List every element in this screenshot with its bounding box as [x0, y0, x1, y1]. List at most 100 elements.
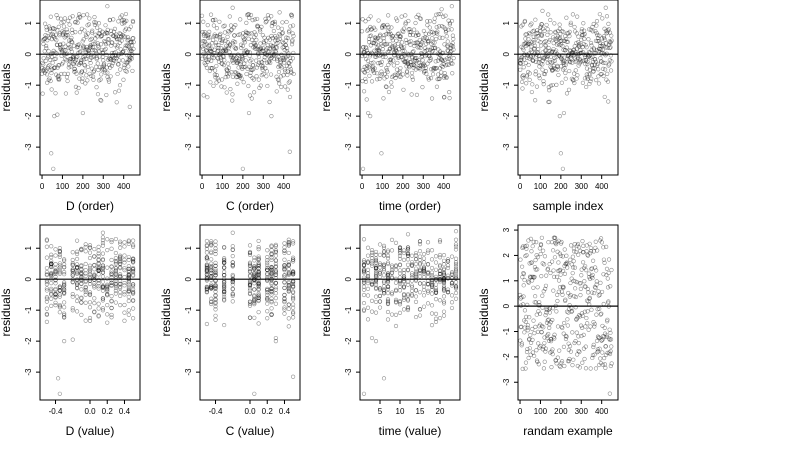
data-point: [252, 281, 257, 286]
data-point: [59, 62, 65, 67]
data-point: [57, 304, 62, 309]
data-point: [365, 58, 371, 63]
data-point: [213, 246, 218, 251]
data-point: [417, 65, 422, 70]
data-point: [581, 21, 586, 26]
data-point: [89, 36, 94, 41]
data-point: [49, 259, 54, 264]
data-point: [246, 64, 252, 69]
data-point: [397, 34, 402, 39]
data-point: [111, 58, 116, 63]
data-point: [579, 273, 584, 278]
data-point: [224, 67, 229, 72]
data-point: [212, 32, 217, 37]
data-point: [546, 99, 551, 105]
data-point: [96, 268, 101, 273]
data-point: [104, 31, 110, 36]
data-point: [126, 239, 131, 244]
data-point: [606, 299, 611, 304]
data-point: [597, 40, 603, 45]
data-point: [56, 76, 61, 81]
data-point: [595, 334, 601, 339]
data-point: [118, 67, 123, 72]
data-point: [72, 59, 77, 64]
data-point: [209, 257, 214, 262]
x-tick-label: 100: [534, 182, 548, 191]
data-point: [75, 42, 80, 48]
data-point: [213, 313, 218, 318]
data-point: [44, 299, 50, 304]
data-point: [204, 289, 209, 294]
x-tick-label: 300: [257, 182, 271, 191]
data-point: [218, 31, 223, 36]
data-point: [587, 27, 592, 32]
data-point: [62, 281, 67, 286]
data-point: [521, 294, 526, 299]
data-point: [53, 56, 58, 61]
data-point: [381, 249, 387, 254]
data-point: [84, 56, 89, 61]
data-point: [283, 69, 288, 74]
data-point: [118, 255, 123, 260]
data-point: [405, 268, 411, 273]
data-point: [96, 251, 101, 256]
plot-frame: [199, 0, 301, 176]
data-point: [79, 69, 85, 74]
data-point: [539, 235, 544, 240]
data-point: [556, 34, 561, 39]
data-point: [361, 300, 367, 306]
data-point: [60, 60, 66, 65]
data-point: [409, 62, 414, 68]
x-tick-label: 200: [76, 182, 90, 191]
data-point: [546, 307, 551, 312]
data-point: [129, 40, 134, 45]
y-tick-label: -2: [344, 112, 353, 120]
data-point: [608, 330, 613, 335]
data-point: [441, 272, 447, 277]
data-point: [291, 255, 296, 260]
data-point: [237, 57, 242, 62]
data-point: [49, 263, 54, 268]
data-point: [560, 60, 566, 65]
data-point: [61, 24, 66, 29]
data-point: [118, 47, 123, 52]
data-point: [222, 282, 227, 287]
y-tick-label: -3: [24, 368, 33, 376]
data-point: [369, 256, 375, 261]
data-point: [52, 26, 57, 32]
data-point: [558, 42, 564, 47]
data-point: [235, 81, 240, 86]
data-point: [393, 267, 399, 272]
data-point: [126, 312, 131, 317]
data-point: [405, 250, 411, 256]
data-point: [282, 57, 287, 62]
data-point: [96, 313, 101, 318]
data-point: [123, 45, 128, 51]
data-point: [282, 257, 287, 262]
data-point: [204, 268, 209, 273]
data-point: [232, 33, 237, 38]
data-point: [413, 272, 419, 277]
data-point: [599, 59, 604, 64]
data-point: [550, 347, 555, 352]
data-point: [422, 35, 428, 40]
data-point: [273, 49, 278, 54]
data-point: [369, 252, 375, 258]
data-point: [543, 43, 548, 49]
data-point: [580, 250, 586, 255]
data-point: [441, 288, 447, 293]
data-point: [409, 262, 415, 267]
data-point: [53, 247, 58, 252]
data-point: [208, 12, 214, 17]
data-point: [100, 257, 106, 262]
data-point: [232, 45, 237, 50]
data-point: [48, 32, 54, 38]
data-point: [561, 110, 567, 116]
data-point: [257, 48, 262, 53]
data-point: [361, 263, 367, 268]
data-point: [226, 44, 231, 49]
data-point: [51, 35, 56, 40]
data-point: [290, 31, 295, 36]
data-point: [401, 250, 407, 256]
